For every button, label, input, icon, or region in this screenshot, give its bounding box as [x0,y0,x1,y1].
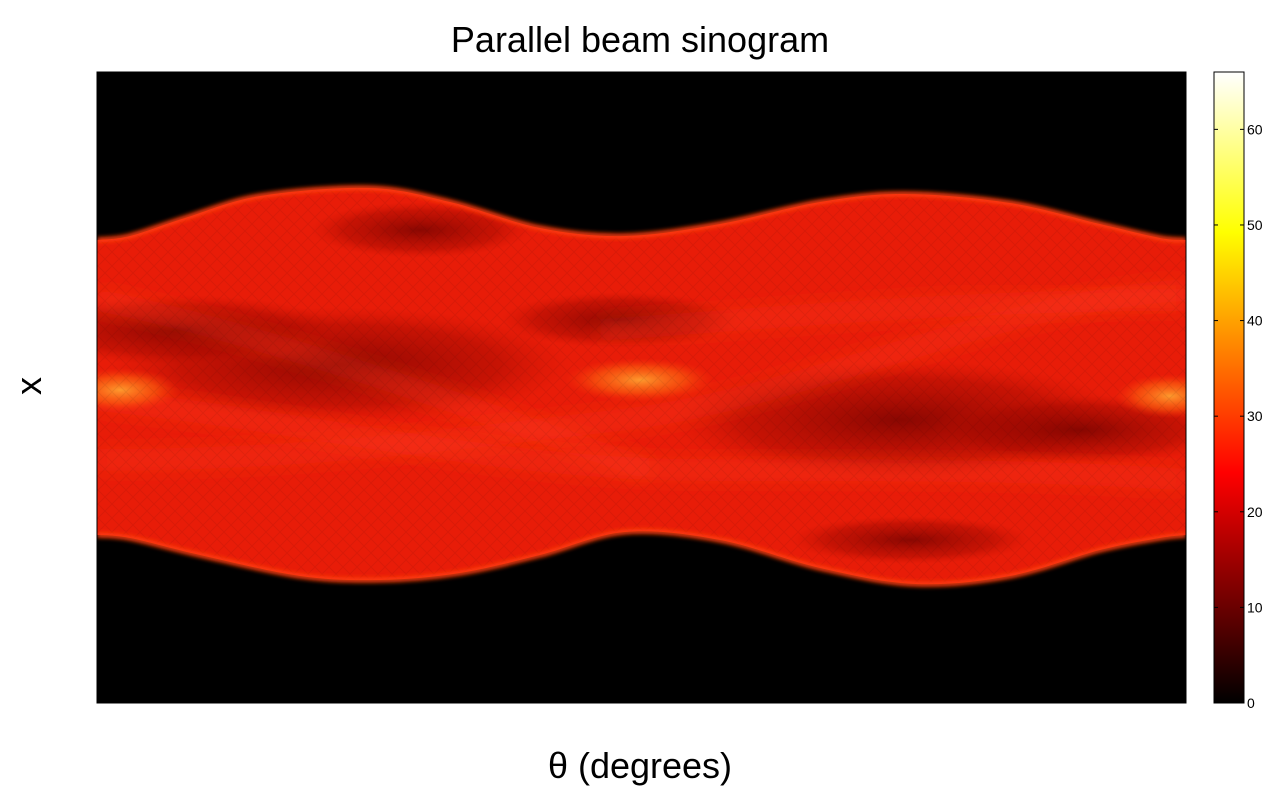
y-axis-label: x [8,377,49,395]
band-top-edge [97,185,1186,243]
colorbar-tick-label: 50 [1247,217,1263,233]
colorbar-tick-label: 60 [1247,121,1263,137]
texture [97,187,1186,585]
chart-title: Parallel beam sinogram [451,19,829,60]
x-axis-label: θ (degrees) [548,745,732,786]
colorbar-tick-label: 0 [1247,695,1255,711]
sinogram-image [97,185,1186,587]
colorbar-ticks: 0 10 20 30 40 50 60 [1214,121,1263,711]
plot-area [97,72,1186,703]
colorbar-tick-label: 40 [1247,313,1263,329]
plot-frame [96,71,1187,704]
colorbar-tick-label: 20 [1247,504,1263,520]
sinogram-interior [97,187,1186,585]
colorbar: 0 10 20 30 40 50 60 [1213,71,1263,711]
colorbar-tick-label: 10 [1247,599,1263,615]
colorbar-tick-label: 30 [1247,408,1263,424]
band-bottom-edge [97,528,1186,587]
colorbar-fill [1213,71,1245,704]
